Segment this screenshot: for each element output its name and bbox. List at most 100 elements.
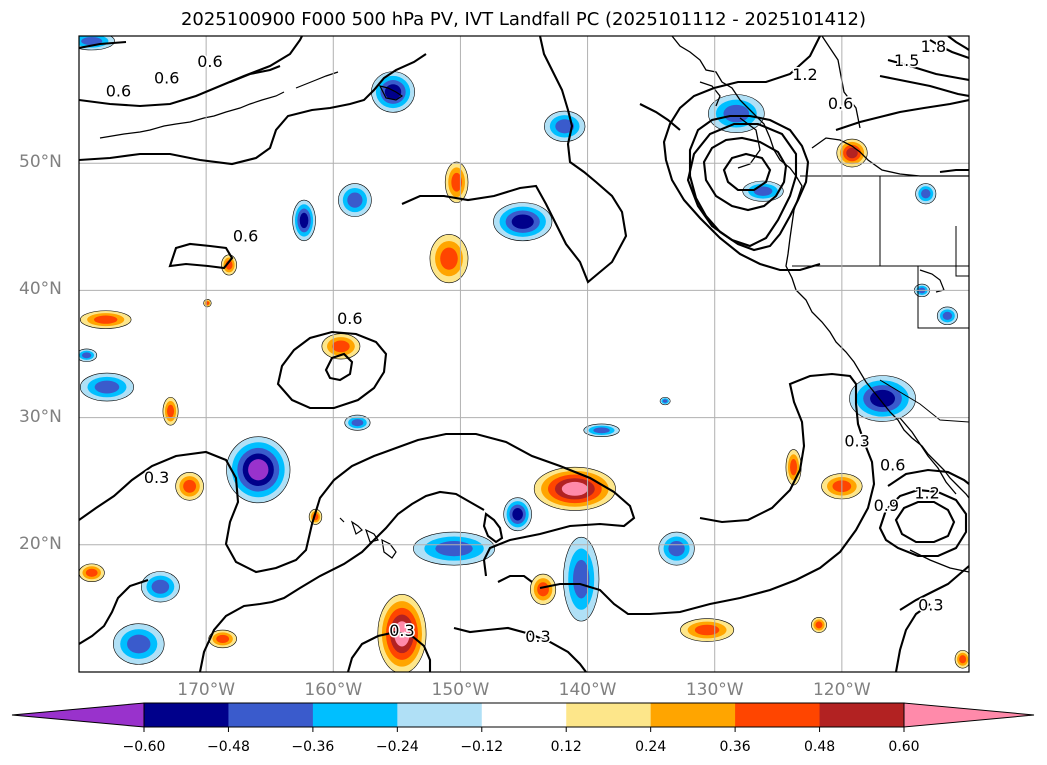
- anomaly-level-3: [815, 621, 823, 629]
- negative-pv-anomaly: [936, 306, 958, 326]
- negative-pv-anomaly: [79, 348, 98, 362]
- positive-pv-anomaly: [175, 471, 204, 501]
- anomaly-level-4: [511, 214, 534, 229]
- positive-pv-anomaly: [79, 563, 105, 582]
- colorbar-tick: −0.36: [291, 739, 335, 755]
- anomaly-level-3: [662, 399, 668, 403]
- colorbar-tick: 0.24: [635, 739, 667, 755]
- negative-pv-anomaly: [742, 180, 784, 202]
- anomaly-level-3: [216, 634, 230, 644]
- positive-pv-anomaly: [530, 573, 557, 605]
- positive-pv-anomaly: [785, 449, 802, 486]
- negative-pv-anomaly: [583, 423, 620, 437]
- anomaly-level-3: [151, 579, 170, 594]
- negative-pv-anomaly: [292, 199, 316, 242]
- colorbar-tick: 0.60: [888, 739, 920, 755]
- anomaly-level-3: [81, 352, 92, 359]
- lat-label: 30°N: [19, 406, 62, 427]
- anomaly-level-3: [790, 459, 798, 476]
- anomaly-level-3: [555, 119, 575, 134]
- anomaly-level-3: [332, 340, 350, 353]
- contour-label: 1.2: [914, 483, 939, 502]
- negative-pv-anomaly: [658, 531, 695, 566]
- colorbar-bin: [312, 703, 398, 727]
- colorbar-extend-high: [903, 702, 1035, 728]
- anomaly-level-3: [593, 427, 610, 434]
- figure-title: 2025100900 F000 500 hPa PV, IVT Landfall…: [180, 9, 867, 30]
- lon-label: 120°W: [812, 680, 871, 700]
- colorbar: [11, 702, 1035, 732]
- anomaly-level-3: [537, 582, 549, 597]
- pc-contours: [79, 36, 969, 672]
- positive-pv-anomaly: [836, 138, 868, 168]
- lat-label: 20°N: [19, 533, 62, 554]
- positive-pv-anomaly: [221, 254, 237, 276]
- colorbar-bin: [228, 703, 314, 727]
- contour-label: 0.3: [389, 621, 414, 640]
- lon-label: 140°W: [558, 680, 617, 700]
- anomaly-level-3: [167, 404, 175, 418]
- negative-pv-anomaly: [413, 531, 496, 566]
- anomaly-level-4: [846, 147, 858, 159]
- anomaly-level-3: [127, 634, 151, 654]
- contour-label: 0.3: [918, 595, 943, 614]
- colorbar-extend-low: [11, 702, 145, 728]
- contour-label: 1.5: [894, 51, 919, 70]
- negative-pv-anomaly: [344, 414, 371, 431]
- contour-label: 0.3: [144, 468, 169, 487]
- contour-label: 0.6: [880, 455, 905, 474]
- negative-pv-anomaly: [79, 36, 115, 51]
- lon-label: 130°W: [685, 680, 744, 700]
- lon-label: 170°W: [177, 680, 236, 700]
- anomaly-level-4: [512, 508, 523, 521]
- positive-pv-anomaly: [79, 310, 132, 329]
- negative-pv-anomaly: [338, 183, 372, 217]
- anomaly-level-3: [573, 559, 590, 599]
- negative-pv-anomaly: [659, 396, 671, 406]
- contour-label: 0.3: [525, 627, 550, 646]
- anomaly-level-3: [723, 104, 750, 123]
- anomaly-level-3: [921, 189, 931, 199]
- colorbar-bin: [144, 703, 229, 727]
- colorbar-bin: [650, 703, 736, 727]
- lon-label: 160°W: [304, 680, 363, 700]
- contour-label: 0.6: [828, 94, 853, 113]
- negative-pv-anomaly: [113, 623, 165, 665]
- negative-pv-anomaly: [563, 536, 600, 622]
- negative-pv-anomaly: [371, 71, 415, 113]
- colorbar-bin: [481, 703, 567, 727]
- colorbar-tick: −0.12: [460, 739, 504, 755]
- negative-pv-anomaly: [141, 571, 180, 603]
- contour-label: 0.6: [106, 81, 131, 100]
- anomaly-level-3: [94, 315, 118, 324]
- positive-pv-anomaly: [162, 396, 179, 426]
- anomaly-level-3: [351, 419, 364, 427]
- positive-pv-anomaly: [429, 234, 469, 284]
- anomaly-level-5: [561, 481, 588, 496]
- anomaly-level-3: [81, 36, 103, 46]
- colorbar-tick: 0.36: [719, 739, 751, 755]
- negative-pv-anomaly: [493, 202, 553, 242]
- anomaly-level-4: [299, 212, 309, 229]
- lat-label: 40°N: [19, 279, 62, 300]
- contour-label: 0.6: [154, 69, 179, 88]
- contour-label: 0.6: [337, 309, 362, 328]
- colorbar-tick: −0.24: [375, 739, 419, 755]
- map-panel: 0.6 0.6 0.6 0.6 0.6 0.3 0.3 0.3 0.6 1.2 1.51.8 0.3 0…: [79, 36, 969, 672]
- contour-labels: 0.6 0.6 0.6 0.6 0.6 0.3 0.3 0.3 0.6 1.2 1.51.8 0.3 0…: [104, 36, 947, 648]
- negative-pv-anomaly: [915, 183, 937, 205]
- anomaly-level-3: [451, 172, 462, 192]
- positive-pv-anomaly: [321, 333, 361, 360]
- colorbar-tick: −0.48: [206, 739, 250, 755]
- colorbar-tick: −0.60: [122, 739, 166, 755]
- anomaly-level-3: [435, 541, 473, 557]
- anomaly-level-3: [440, 247, 458, 270]
- positive-pv-anomaly: [533, 466, 616, 511]
- contour-label: 1.2: [792, 65, 817, 84]
- anomaly-level-3: [942, 311, 953, 320]
- positive-pv-anomaly: [203, 299, 212, 308]
- colorbar-outline: [143, 702, 905, 728]
- anomaly-level-3: [694, 624, 720, 636]
- negative-pv-anomaly: [849, 375, 916, 422]
- positive-pv-anomaly: [811, 617, 827, 633]
